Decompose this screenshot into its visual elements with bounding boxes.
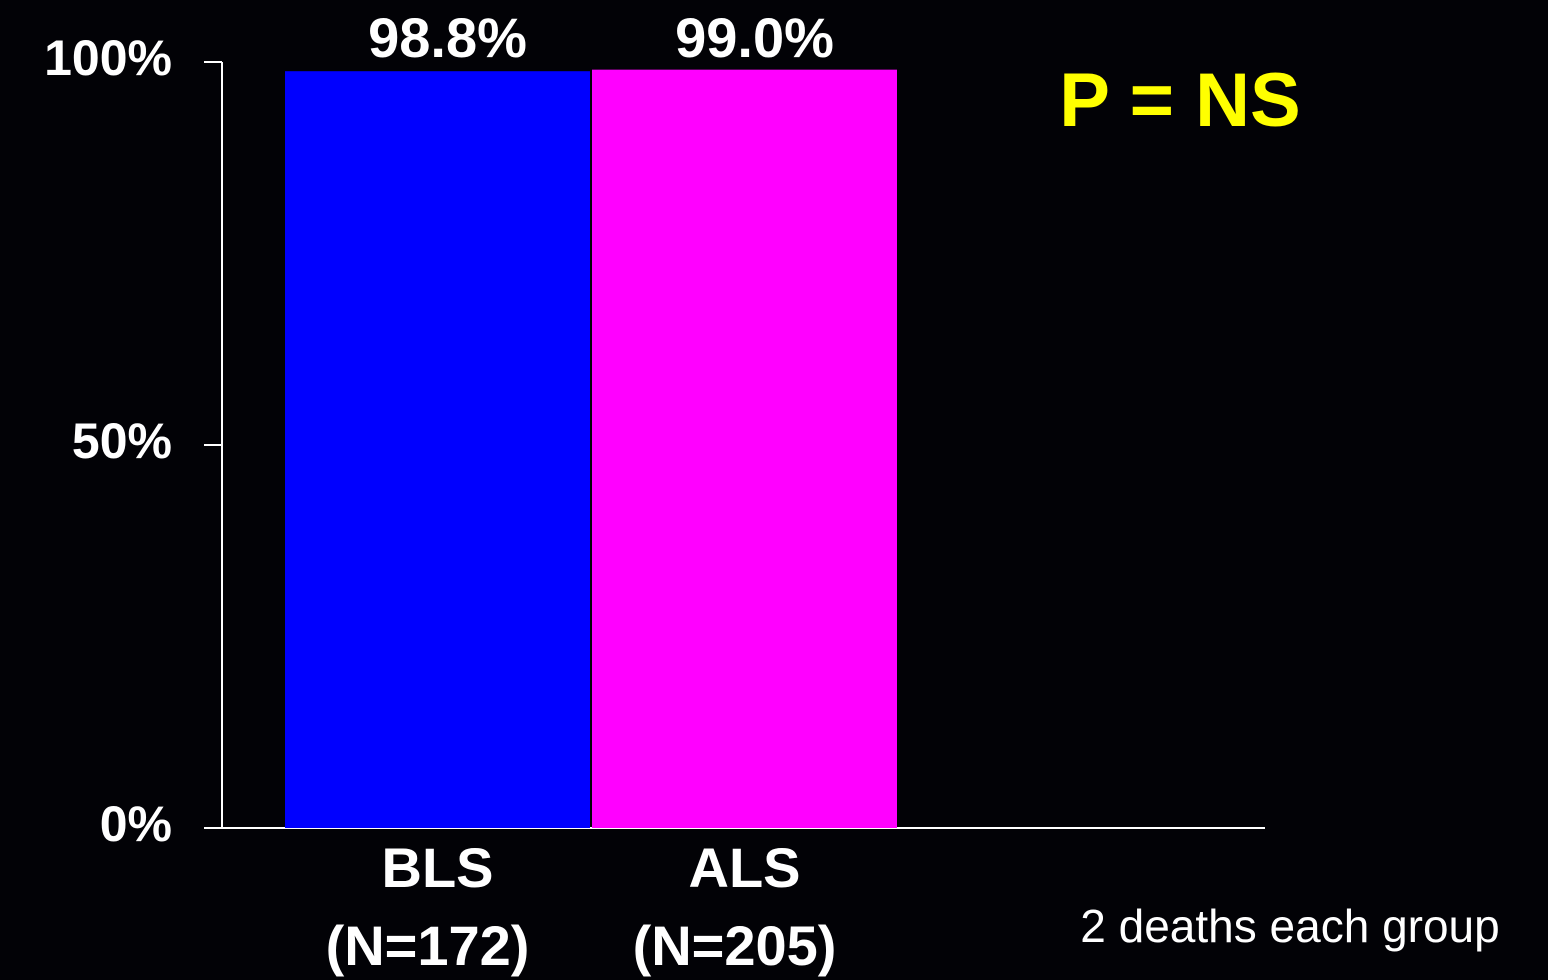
y-tick-label: 100% — [44, 30, 172, 86]
x-tick-label: ALS — [689, 836, 801, 899]
annotation: 2 deaths each group — [1080, 900, 1499, 952]
y-tick-label: 50% — [72, 413, 172, 469]
annotation: P = NS — [1059, 58, 1301, 143]
y-tick-label: 0% — [100, 796, 172, 852]
x-tick-sublabel: (N=205) — [633, 914, 837, 977]
x-tick-label: BLS — [382, 836, 494, 899]
value-label: 98.8% — [368, 6, 527, 69]
value-label: 99.0% — [675, 6, 834, 69]
bar — [285, 71, 590, 828]
x-tick-sublabel: (N=172) — [326, 914, 530, 977]
bar — [592, 69, 897, 828]
